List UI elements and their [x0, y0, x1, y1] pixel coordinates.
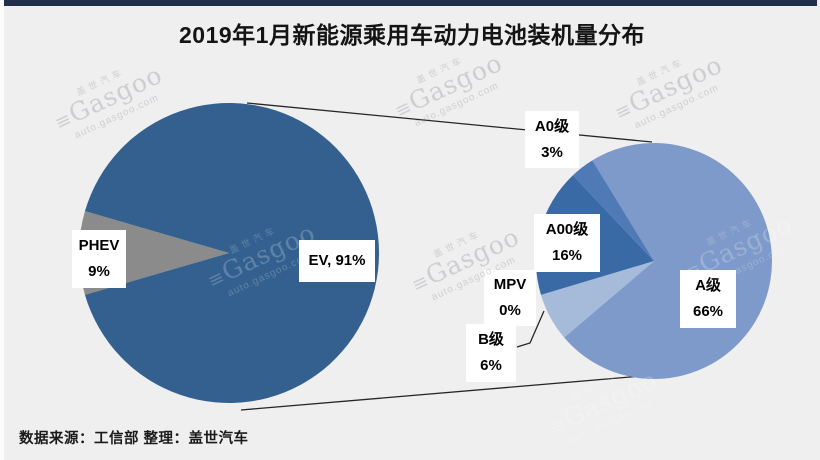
pie-slice-b — [540, 261, 654, 338]
source-note: 数据来源：工信部 整理：盖世汽车 — [19, 431, 249, 447]
series-connector-line — [240, 374, 655, 411]
label-leader-line — [516, 310, 545, 348]
series-connector-line — [246, 102, 653, 143]
top-accent-bar — [4, 0, 817, 6]
pie-slice-a0 — [572, 160, 654, 261]
chart-title: 2019年1月新能源乘用车动力电池装机量分布 — [179, 22, 645, 48]
pie-slice-ev — [84, 103, 380, 404]
pie-of-pie-chart — [79, 102, 773, 411]
